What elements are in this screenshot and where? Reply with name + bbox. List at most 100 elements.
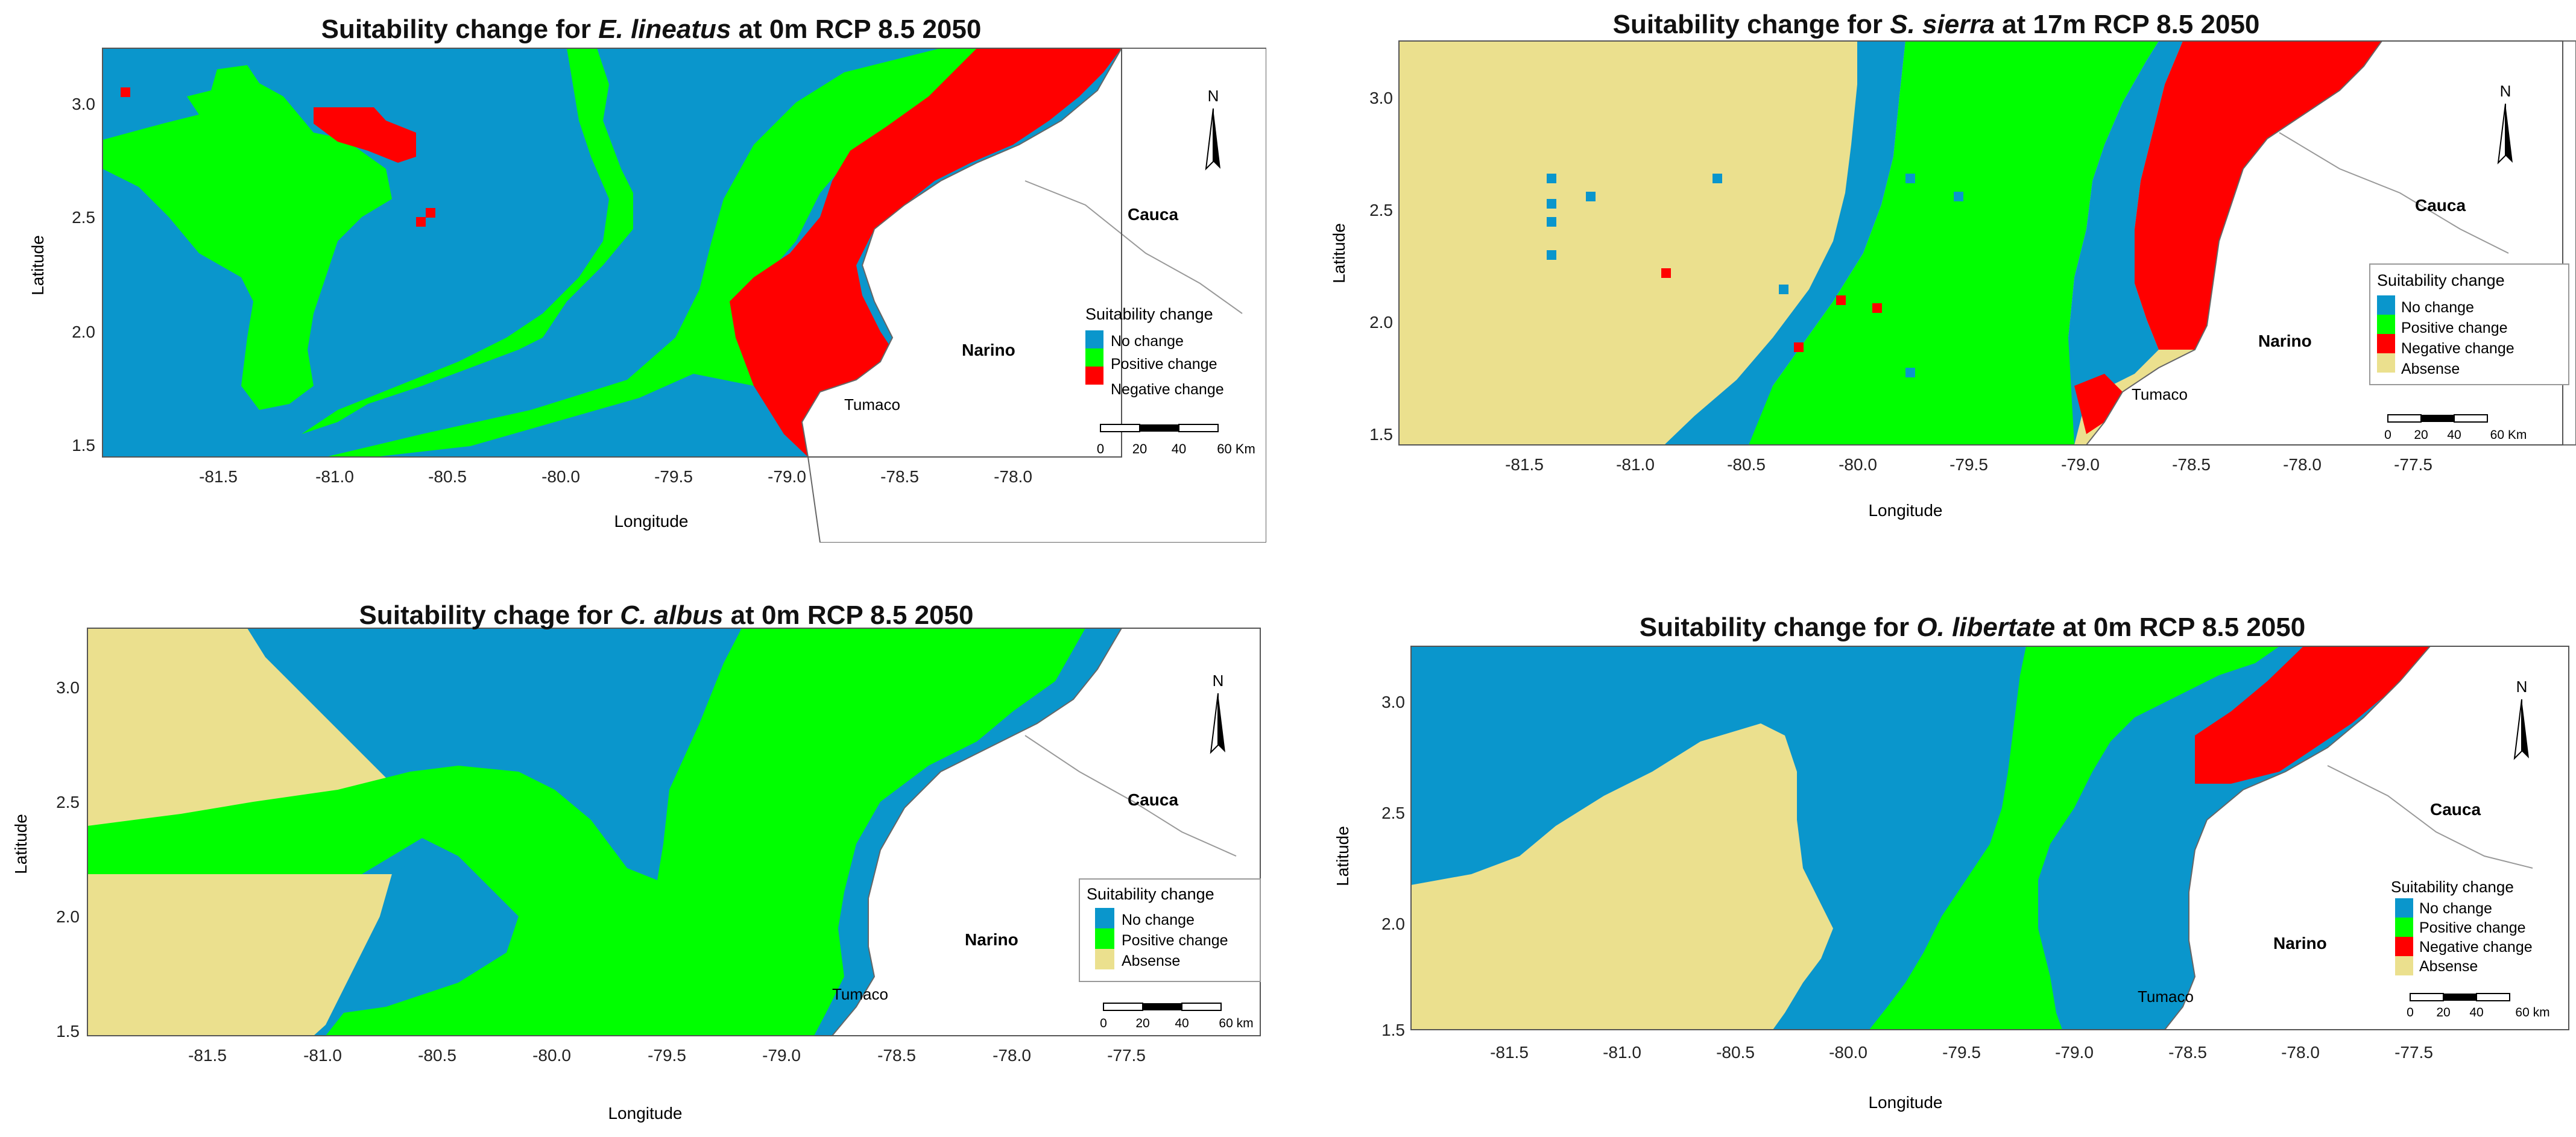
place-label-cauca: Cauca	[2415, 196, 2466, 215]
legend-label: Negative change	[2401, 340, 2514, 357]
negative-change-pixel	[416, 217, 426, 227]
legend-label: Positive change	[1122, 932, 1228, 949]
x-tick-label: -81.5	[1505, 455, 1544, 474]
no-change-pixel	[1905, 174, 1915, 183]
svg-text:N: N	[1208, 87, 1219, 105]
y-tick-label: 3.0	[72, 95, 95, 113]
north-arrow-icon: N	[2513, 678, 2529, 760]
legend-label: Absense	[1122, 953, 1180, 969]
x-tick-label: -78.0	[993, 1046, 1031, 1065]
legend-label: Negative change	[1111, 381, 1224, 398]
no-change-region	[338, 856, 513, 1013]
svg-text:0: 0	[1100, 1016, 1107, 1030]
land-border	[2327, 765, 2533, 869]
legend-swatch	[1085, 348, 1103, 367]
x-tick-label: -79.5	[648, 1046, 686, 1065]
x-tick-label: -79.0	[768, 467, 806, 486]
legend-label: Absense	[2419, 958, 2478, 975]
x-tick-label: -79.5	[1949, 455, 1988, 474]
negative-change-region	[314, 107, 416, 163]
land-border	[1024, 180, 1243, 314]
x-tick-label: -80.5	[1727, 455, 1766, 474]
negative-change-pixel	[426, 208, 435, 218]
x-tick-label: -78.5	[2168, 1043, 2207, 1062]
map-frame	[1410, 646, 2569, 1030]
y-tick-label: 3.0	[56, 678, 80, 697]
svg-text:60 km: 60 km	[2515, 1006, 2549, 1019]
legend-label: Absense	[2401, 361, 2460, 377]
y-tick-label: 1.5	[1381, 1021, 1405, 1039]
y-axis-label: Latitude	[1333, 826, 1352, 886]
y-axis: 3.0 2.5 2.0 1.5	[72, 95, 95, 455]
x-tick-label: -78.0	[994, 467, 1032, 486]
no-change-pixel	[1779, 285, 1788, 294]
x-tick-label: -78.5	[2172, 455, 2211, 474]
land-area	[801, 48, 1267, 543]
y-tick-label: 2.5	[72, 208, 95, 227]
legend-title: Suitability change	[1087, 885, 1214, 903]
y-tick-label: 1.5	[1369, 425, 1393, 444]
x-tick-label: -78.0	[2281, 1043, 2320, 1062]
positive-change-region	[1869, 646, 2279, 1030]
svg-text:20: 20	[1132, 441, 1147, 456]
place-label-narino: Narino	[2273, 934, 2327, 953]
scale-bar: 0 20 40 60 Km	[1097, 424, 1255, 456]
place-label-tumaco: Tumaco	[832, 985, 888, 1003]
panel-title: Suitability change for O. libertate at 0…	[1639, 613, 2306, 642]
north-arrow-icon: N	[1210, 672, 1225, 754]
map-frame	[102, 48, 1122, 458]
legend: Suitability change No change Positive ch…	[2391, 878, 2533, 975]
x-axis: -81.5 -81.0 -80.5 -80.0 -79.5 -79.0 -78.…	[199, 467, 1032, 486]
positive-change-region	[301, 48, 633, 434]
no-change-pixel	[1713, 174, 1722, 183]
svg-text:20: 20	[1135, 1016, 1149, 1030]
x-axis-label: Longitude	[614, 512, 688, 531]
x-tick-label: -81.5	[188, 1046, 227, 1065]
x-axis: -81.5 -81.0 -80.5 -80.0 -79.5 -79.0 -78.…	[188, 1046, 1146, 1065]
svg-text:40: 40	[2469, 1006, 2483, 1019]
x-tick-label: -81.0	[1616, 455, 1655, 474]
legend-title: Suitability change	[2377, 271, 2505, 289]
x-tick-label: -78.5	[880, 467, 919, 486]
x-tick-label: -79.0	[2061, 455, 2100, 474]
x-tick-label: -80.5	[418, 1046, 456, 1065]
legend-title: Suitability change	[1085, 305, 1213, 323]
no-change-pixel	[1905, 368, 1915, 377]
legend-swatch	[1095, 908, 1114, 928]
legend-label: Positive change	[2401, 320, 2508, 336]
legend-swatch	[2395, 956, 2413, 975]
y-tick-label: 2.0	[72, 323, 95, 341]
land-border	[1024, 735, 1237, 857]
map-panel-e-lineatus: Suitability change for E. lineatus at 0m…	[0, 0, 1267, 543]
negative-change-region	[2074, 374, 2123, 434]
legend-swatch	[2395, 898, 2413, 918]
x-tick-label: -80.0	[541, 467, 580, 486]
x-tick-label: -81.0	[1603, 1043, 1641, 1062]
y-tick-label: 2.0	[1381, 915, 1405, 933]
y-axis: 3.0 2.5 2.0 1.5	[56, 678, 80, 1041]
y-axis: 3.0 2.5 2.0 1.5	[1369, 89, 1393, 444]
positive-change-region	[103, 65, 392, 410]
x-tick-label: -81.5	[199, 467, 238, 486]
x-tick-label: -81.5	[1490, 1043, 1529, 1062]
no-change-pixel	[1954, 192, 1963, 201]
negative-change-pixel	[1794, 342, 1804, 352]
x-tick-label: -78.5	[877, 1046, 916, 1065]
place-label-tumaco: Tumaco	[844, 395, 900, 414]
place-label-tumaco: Tumaco	[2132, 385, 2188, 403]
no-change-pixel	[1547, 250, 1556, 260]
legend-label: Positive change	[2419, 919, 2526, 936]
svg-text:40: 40	[1175, 1016, 1189, 1030]
legend-title: Suitability change	[2391, 878, 2514, 896]
negative-change-pixel	[1661, 268, 1671, 278]
y-tick-label: 1.5	[72, 436, 95, 455]
place-label-cauca: Cauca	[1128, 205, 1178, 224]
place-label-narino: Narino	[2258, 332, 2312, 350]
svg-text:0: 0	[1097, 441, 1104, 456]
y-tick-label: 3.0	[1369, 89, 1393, 107]
x-tick-label: -77.5	[1107, 1046, 1146, 1065]
place-label-cauca: Cauca	[1128, 790, 1178, 809]
y-tick-label: 2.0	[1369, 313, 1393, 332]
x-tick-label: -78.0	[2283, 455, 2322, 474]
map-figure: -81.5 -81.0 -80.5 -80.0 -79.5 -79.0 -78.…	[28, 48, 1267, 543]
